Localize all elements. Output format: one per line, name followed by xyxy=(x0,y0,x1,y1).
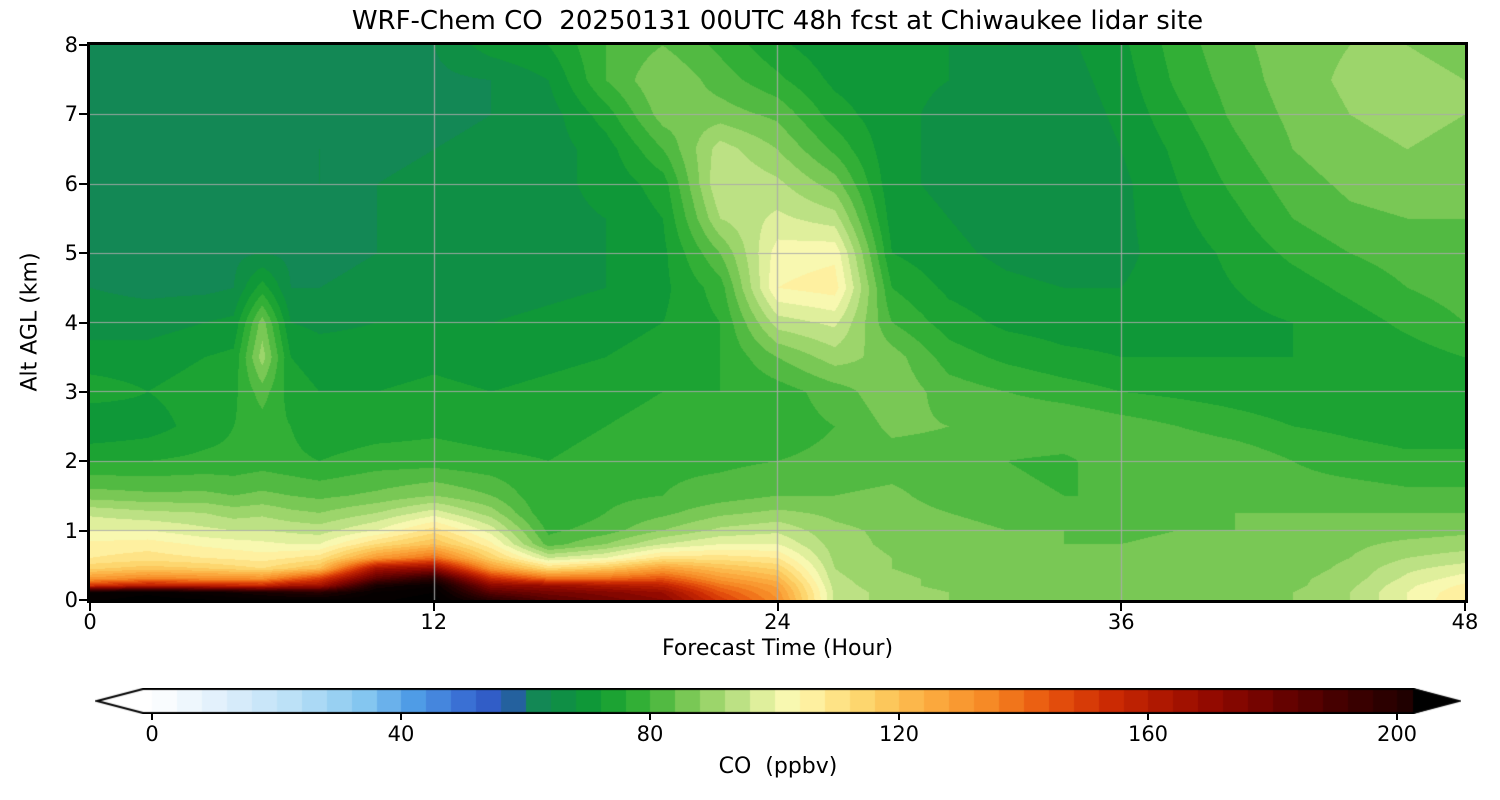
y-tick-mark xyxy=(79,113,87,116)
y-tick-label: 2 xyxy=(64,449,78,474)
y-tick-label: 6 xyxy=(64,171,78,196)
colorbar-tick-mark xyxy=(1396,714,1398,720)
y-tick-label: 8 xyxy=(64,33,78,57)
x-tick-label: 24 xyxy=(764,610,791,634)
colorbar-tick-label: 120 xyxy=(878,722,920,746)
colorbar-tick-mark xyxy=(151,714,153,720)
y-tick-mark xyxy=(79,390,87,393)
colorbar-tick-label: 80 xyxy=(636,722,664,746)
colorbar-tick-mark xyxy=(400,714,402,720)
x-tick-label: 12 xyxy=(420,610,448,634)
colorbar-tick-label: 200 xyxy=(1376,722,1418,746)
y-tick-label: 3 xyxy=(64,379,78,404)
y-tick-mark xyxy=(79,182,87,185)
colorbar-tick-label: 0 xyxy=(145,722,159,746)
y-tick-label: 0 xyxy=(64,588,78,612)
x-tick-mark xyxy=(1464,603,1466,611)
co-contour-field-canvas xyxy=(90,45,1465,600)
plot-title: WRF-Chem CO 20250131 00UTC 48h fcst at C… xyxy=(351,6,1204,36)
y-tick-mark xyxy=(79,321,87,324)
x-tick-mark xyxy=(1120,603,1123,611)
x-tick-mark xyxy=(89,603,91,611)
y-tick-label: 5 xyxy=(64,241,78,266)
x-axis-label: Forecast Time (Hour) xyxy=(661,636,894,661)
y-tick-label: 7 xyxy=(64,102,78,127)
colorbar-tick-label: 160 xyxy=(1127,722,1169,746)
y-tick-mark xyxy=(79,252,87,255)
colorbar-tick-mark xyxy=(649,714,651,720)
colorbar-tick-label: 40 xyxy=(387,722,415,746)
colorbar xyxy=(95,688,1461,714)
colorbar-tick-mark xyxy=(1147,714,1149,720)
x-tick-label: 36 xyxy=(1107,610,1135,634)
y-tick-mark xyxy=(79,599,87,601)
x-tick-mark xyxy=(776,603,779,611)
colorbar-tick-mark xyxy=(898,714,900,720)
x-tick-label: 0 xyxy=(83,610,97,634)
y-tick-label: 1 xyxy=(64,518,78,543)
y-tick-label: 4 xyxy=(64,310,78,335)
x-tick-label: 48 xyxy=(1451,610,1479,634)
x-tick-mark xyxy=(432,603,435,611)
y-tick-mark xyxy=(79,529,87,532)
colorbar-label: CO (ppbv) xyxy=(718,754,838,779)
y-tick-mark xyxy=(79,460,87,463)
y-tick-mark xyxy=(79,44,87,46)
